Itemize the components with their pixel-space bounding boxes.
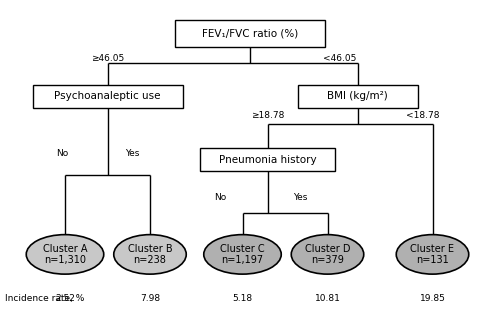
Ellipse shape (26, 234, 104, 274)
Text: 10.81: 10.81 (314, 294, 340, 303)
Text: No: No (56, 149, 68, 158)
Text: 5.18: 5.18 (232, 294, 252, 303)
Text: <46.05: <46.05 (324, 54, 356, 63)
Text: Cluster C
n=1,197: Cluster C n=1,197 (220, 244, 265, 265)
Text: Psychoanaleptic use: Psychoanaleptic use (54, 91, 161, 101)
Text: <18.78: <18.78 (406, 111, 440, 120)
Text: BMI (kg/m²): BMI (kg/m²) (327, 91, 388, 101)
Text: 19.85: 19.85 (420, 294, 446, 303)
Text: Pneumonia history: Pneumonia history (218, 155, 316, 165)
FancyBboxPatch shape (298, 85, 418, 108)
Text: Yes: Yes (293, 193, 307, 202)
Text: Cluster E
n=131: Cluster E n=131 (410, 244, 455, 265)
Text: 2.52: 2.52 (55, 294, 75, 303)
Text: Cluster B
n=238: Cluster B n=238 (128, 244, 172, 265)
Ellipse shape (114, 234, 186, 274)
Text: Cluster D
n=379: Cluster D n=379 (305, 244, 350, 265)
Ellipse shape (204, 234, 281, 274)
FancyBboxPatch shape (200, 148, 335, 171)
FancyBboxPatch shape (175, 20, 325, 47)
Ellipse shape (291, 234, 364, 274)
Text: ≥18.78: ≥18.78 (251, 111, 284, 120)
Text: Incidence rate, %: Incidence rate, % (5, 294, 84, 303)
Text: FEV₁/FVC ratio (%): FEV₁/FVC ratio (%) (202, 28, 298, 38)
Text: Cluster A
n=1,310: Cluster A n=1,310 (43, 244, 88, 265)
Text: Yes: Yes (126, 149, 140, 158)
Text: No: No (214, 193, 226, 202)
FancyBboxPatch shape (32, 85, 182, 108)
Text: ≥46.05: ≥46.05 (91, 54, 124, 63)
Text: 7.98: 7.98 (140, 294, 160, 303)
Ellipse shape (396, 234, 469, 274)
